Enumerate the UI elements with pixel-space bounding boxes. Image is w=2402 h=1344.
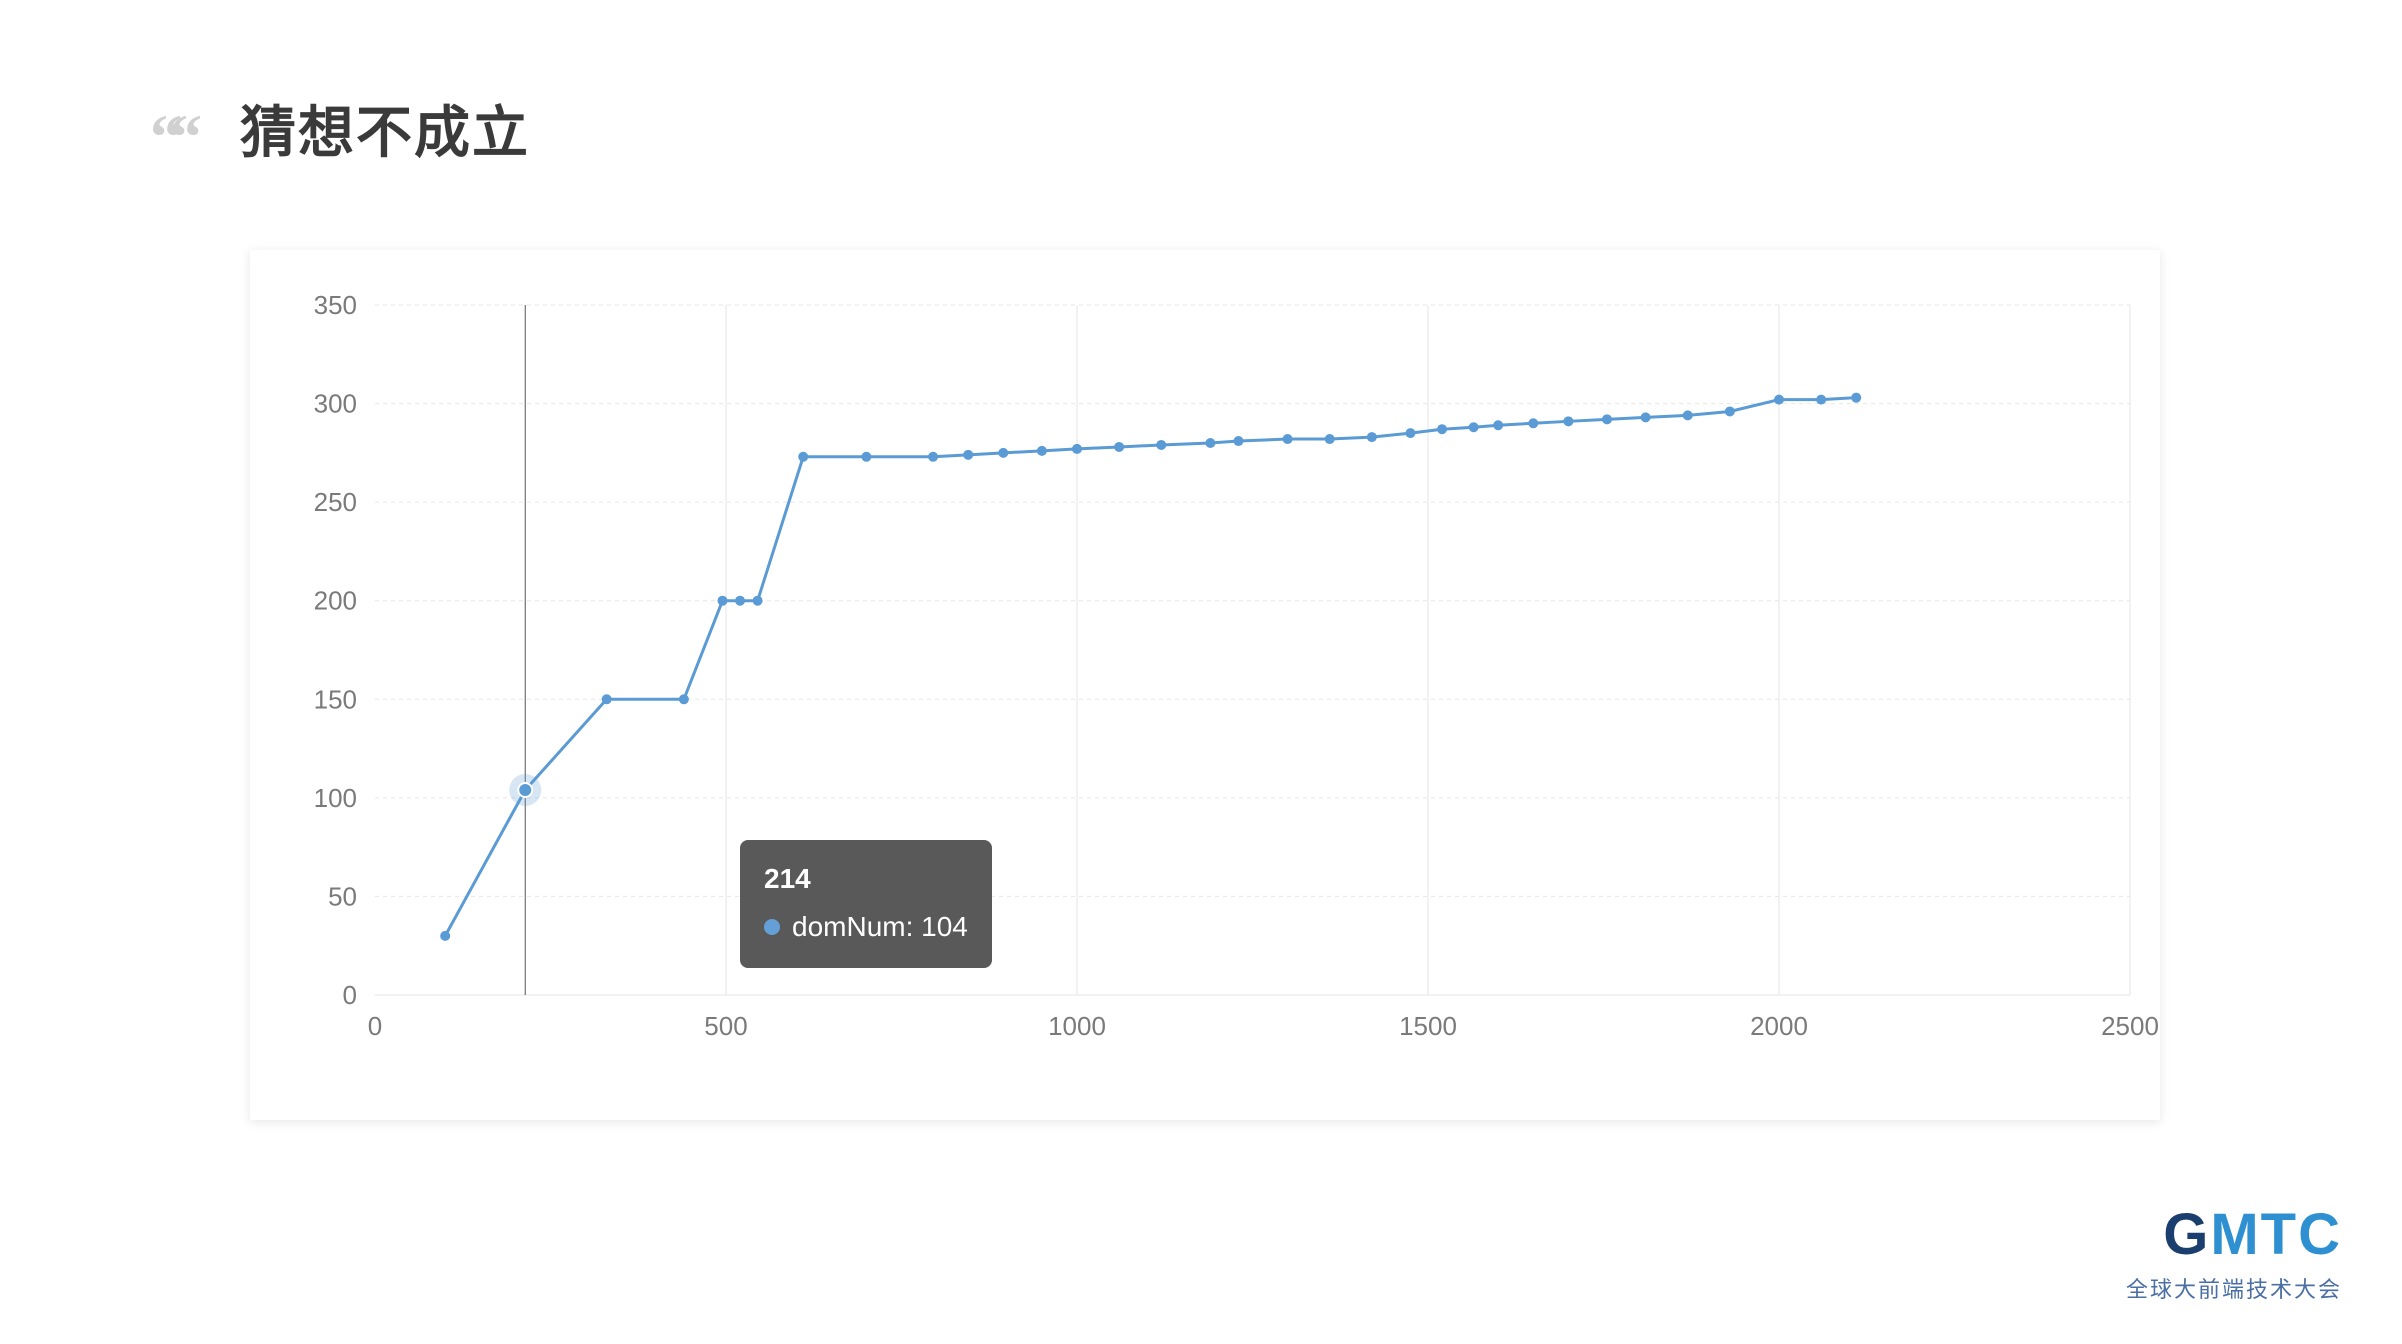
logo-text: GMTC xyxy=(2126,1201,2342,1268)
series-marker xyxy=(1493,420,1503,430)
series-marker xyxy=(1563,416,1573,426)
slide-root: ““ 猜想不成立 0 50 100 150 200 250 300 350 0 500 1000 15… xyxy=(0,0,2402,1344)
series-marker xyxy=(1205,438,1215,448)
series-marker xyxy=(1437,424,1447,434)
series-marker xyxy=(602,694,612,704)
series-marker xyxy=(1233,436,1243,446)
chart-svg: 0 50 100 150 200 250 300 350 0 500 1000 1500 2000 250… xyxy=(250,250,2160,1120)
series-marker xyxy=(928,452,938,462)
series-marker xyxy=(753,596,763,606)
y-tick-label: 350 xyxy=(314,290,357,320)
logo-block: GMTC 全球大前端技术大会 xyxy=(2126,1201,2342,1304)
series-marker xyxy=(1528,418,1538,428)
series-marker xyxy=(717,596,727,606)
y-tick-label: 100 xyxy=(314,783,357,813)
x-tick-label: 2000 xyxy=(1750,1011,1808,1041)
highlight-dot xyxy=(518,783,532,797)
series-marker xyxy=(1816,395,1826,405)
x-tick-label: 0 xyxy=(368,1011,382,1041)
tooltip-series-dot-icon xyxy=(764,919,780,935)
series-marker xyxy=(1469,422,1479,432)
series-marker xyxy=(1602,414,1612,424)
series-marker xyxy=(440,931,450,941)
slide-title: 猜想不成立 xyxy=(240,88,530,169)
series-marker xyxy=(861,452,871,462)
x-tick-label: 1500 xyxy=(1399,1011,1457,1041)
series-marker xyxy=(1367,432,1377,442)
y-tick-label: 150 xyxy=(314,684,357,714)
series-marker xyxy=(1114,442,1124,452)
series-marker xyxy=(1641,412,1651,422)
series-marker xyxy=(963,450,973,460)
series-marker xyxy=(1037,446,1047,456)
series-marker xyxy=(1774,395,1784,405)
x-tick-label: 2500 xyxy=(2101,1011,2159,1041)
series-marker xyxy=(735,596,745,606)
series-marker xyxy=(998,448,1008,458)
y-tick-label: 300 xyxy=(314,389,357,419)
y-tick-label: 50 xyxy=(328,881,357,911)
x-tick-label: 1000 xyxy=(1048,1011,1106,1041)
series-marker xyxy=(1283,434,1293,444)
chart-tooltip: 214 domNum: 104 xyxy=(740,840,992,968)
series-line xyxy=(445,398,1856,936)
x-tick-label: 500 xyxy=(704,1011,747,1041)
y-tick-label: 200 xyxy=(314,586,357,616)
series-marker xyxy=(1683,410,1693,420)
y-tick-label: 250 xyxy=(314,487,357,517)
tooltip-row: domNum: 104 xyxy=(764,906,968,948)
tooltip-item-label: domNum: 104 xyxy=(792,906,968,948)
chart-panel: 0 50 100 150 200 250 300 350 0 500 1000 1500 2000 250… xyxy=(250,250,2160,1120)
series-marker xyxy=(1325,434,1335,444)
quote-icon: ““ xyxy=(150,100,190,174)
series-marker xyxy=(1072,444,1082,454)
series-marker xyxy=(1851,393,1861,403)
series-marker xyxy=(1405,428,1415,438)
y-tick-label: 0 xyxy=(343,980,357,1010)
series-marker xyxy=(1725,406,1735,416)
tooltip-title: 214 xyxy=(764,858,968,900)
series-marker xyxy=(679,694,689,704)
logo-subtitle: 全球大前端技术大会 xyxy=(2126,1272,2342,1304)
series-marker xyxy=(798,452,808,462)
series-marker xyxy=(1156,440,1166,450)
